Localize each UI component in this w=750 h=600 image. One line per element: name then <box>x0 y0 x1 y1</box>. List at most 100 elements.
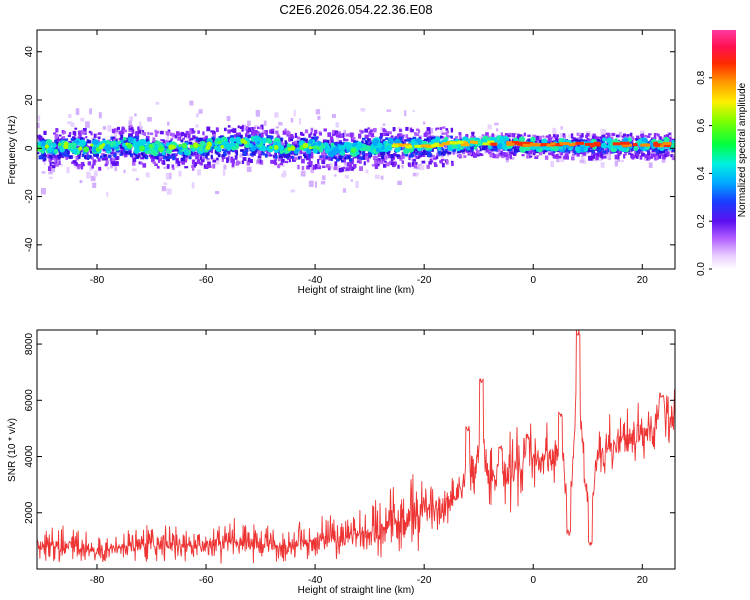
spectrogram-cell <box>614 154 619 160</box>
spectrogram-cell <box>259 149 264 155</box>
spectrogram-cell <box>270 131 275 134</box>
spectrogram-cell <box>507 134 511 137</box>
spectrogram-speckle <box>106 167 110 170</box>
spectrogram-cell <box>671 148 674 151</box>
spectrogram-cell <box>447 152 452 155</box>
spectrogram-cell <box>282 153 285 157</box>
spectrogram-cell <box>312 164 317 170</box>
spectrogram-blob <box>364 145 371 152</box>
spectrogram-cell <box>121 127 126 133</box>
spectrogram-cell <box>334 161 338 167</box>
spectrogram-cell <box>243 150 247 155</box>
spectrogram-speckle <box>50 167 55 173</box>
spectrogram-cell <box>173 148 177 151</box>
spectrogram-cell <box>441 126 444 129</box>
snr-x-tick-label: 20 <box>637 575 649 586</box>
spectrogram-cell <box>83 155 87 159</box>
spectrogram-cell <box>58 153 63 157</box>
spectrogram-cell <box>178 136 182 141</box>
spectrogram-speckle <box>342 188 347 193</box>
spectrogram-cell <box>417 129 421 134</box>
spectrogram-cell <box>319 132 322 136</box>
spectrogram-speckle <box>337 165 341 173</box>
spectrogram-cell <box>230 148 233 152</box>
spectrogram-speckle <box>134 113 137 117</box>
spectrogram-cell <box>168 140 172 143</box>
spectrogram-cell <box>346 162 350 167</box>
spectrogram-cell <box>653 147 658 151</box>
spectrogram-blob <box>627 137 633 143</box>
spectrogram-cell <box>49 161 52 167</box>
spectrogram-cell <box>305 155 310 161</box>
spectrogram-cell <box>123 129 128 133</box>
spectrogram-cell <box>485 149 489 153</box>
spectrogram-blob <box>278 144 285 151</box>
spectrogram-cell <box>505 155 510 160</box>
spectrogram-peak <box>57 142 62 147</box>
spectrogram-blob <box>434 136 441 143</box>
spectrogram-cell <box>301 165 305 171</box>
spectrogram-cell <box>269 135 274 139</box>
spectrogram-cell <box>54 141 58 145</box>
spectrogram-cell <box>310 127 314 132</box>
spectrogram-cell <box>374 155 379 159</box>
spectrogram-blob <box>355 151 360 155</box>
spectrogram-cell <box>211 138 216 142</box>
spectrogram-cell <box>277 158 281 162</box>
spectrogram-cell <box>327 132 332 137</box>
colorbar-tick-label: 0.2 <box>696 214 707 228</box>
spectrogram-blob <box>330 142 335 147</box>
spectrogram-cell <box>445 159 449 165</box>
spectrogram-cell <box>381 158 386 162</box>
spectrogram-cell <box>174 134 178 139</box>
spectrogram-blob <box>104 144 111 152</box>
spectrogram-cell <box>172 167 175 170</box>
spectrogram-cell <box>290 156 293 159</box>
spectrogram-blob <box>521 146 525 150</box>
spectrogram-speckle <box>454 151 459 155</box>
spectrogram-cell <box>264 153 268 158</box>
spectrogram-cell <box>189 155 192 160</box>
spectrogram-cell <box>72 160 77 164</box>
spectrogram-cell <box>367 138 370 141</box>
spectrogram-peak <box>243 140 248 145</box>
spectrogram-peak <box>90 143 94 147</box>
spectrogram-cell <box>104 158 108 161</box>
spectrogram-cell <box>526 155 529 159</box>
spectrogram-cell <box>328 156 332 161</box>
spectrogram-cell <box>358 156 363 160</box>
spectrogram-cell <box>597 145 600 149</box>
spectrogram-cell <box>430 153 433 157</box>
spectrogram-cell <box>212 139 216 143</box>
spectrogram-cell <box>372 155 376 161</box>
spectrogram-cell <box>64 149 69 153</box>
spectrogram-cell <box>572 150 575 153</box>
spectrogram-cell <box>250 140 254 144</box>
spectrogram-cell <box>624 151 627 156</box>
spectrogram-cell <box>423 149 427 154</box>
spectrogram-speckle <box>645 136 648 140</box>
spectrogram-cell <box>62 136 66 142</box>
spectrogram-cell <box>427 131 431 135</box>
spectrogram-cell <box>152 161 157 164</box>
spectrogram-cell <box>468 152 473 155</box>
spectrogram-cell <box>605 132 610 136</box>
spectrogram-cell <box>297 156 301 160</box>
spectrogram-cell <box>546 141 551 145</box>
spectrogram-cell <box>433 162 437 165</box>
spectrogram-cell <box>586 148 591 153</box>
spectrogram-cell <box>87 140 92 144</box>
spectrogram-cell <box>118 130 123 135</box>
spectrogram-cell <box>475 150 480 155</box>
spectrogram-cell <box>112 136 115 139</box>
spectrogram-cell <box>131 129 135 135</box>
spectrogram-cell <box>202 139 205 143</box>
spectrogram-cell <box>495 147 498 150</box>
spectrogram-cell <box>369 129 373 133</box>
spectrogram-cell <box>274 158 278 162</box>
spectrogram-speckle <box>171 134 175 139</box>
spectrogram-speckle <box>404 110 407 117</box>
spectrogram-cell <box>290 136 295 139</box>
spectrogram-cell <box>401 141 405 146</box>
snr-y-ticks: 2000 4000 6000 8000 <box>24 332 675 524</box>
